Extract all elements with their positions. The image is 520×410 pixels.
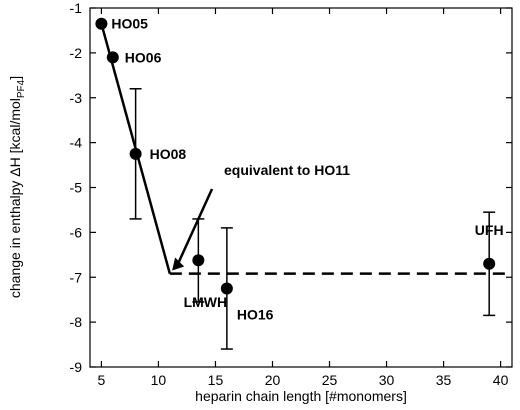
data-labels: HO05 HO06 HO08 LMWH HO16 UFH equivalent to HO1…: [111, 16, 503, 323]
point-label: UFH: [475, 222, 504, 238]
y-axis-title-subscript: PF4: [16, 79, 27, 98]
y-tick-label: -7: [70, 269, 83, 285]
annotation-text: equivalent to HO11: [224, 162, 350, 178]
x-tick-label: 20: [265, 372, 281, 388]
point-label: HO06: [125, 49, 162, 65]
x-tick-label: 40: [493, 372, 509, 388]
y-axis-title: change in enthalpy ΔH [kcal/molPF4]: [7, 76, 27, 298]
y-axis-title-close: ]: [7, 76, 23, 80]
point-label: HO08: [150, 146, 187, 162]
point-label: LMWH: [184, 294, 228, 310]
x-tick-label: 25: [322, 372, 338, 388]
x-tick-label: 15: [208, 372, 224, 388]
data-point: [220, 282, 233, 295]
x-tick-label: 5: [98, 372, 106, 388]
y-tick-label: -5: [70, 180, 83, 196]
point-label: HO16: [237, 306, 274, 322]
y-tick-label: -4: [70, 135, 83, 151]
y-tick-label: -6: [70, 224, 83, 240]
y-tick-label: -1: [70, 0, 83, 16]
data-point: [483, 257, 496, 270]
x-tick-label: 30: [379, 372, 395, 388]
data-point: [192, 254, 205, 267]
y-tick-label: -3: [70, 90, 83, 106]
y-tick-label: -2: [70, 45, 83, 61]
data-point: [129, 147, 142, 160]
annotation-arrow-shaft: [176, 188, 214, 265]
y-tick-label: -9: [70, 359, 83, 375]
x-tick-label: 35: [436, 372, 452, 388]
point-label: HO05: [111, 16, 148, 32]
axis-ticks: 5 10 15 20 25 30 35 40 -1 -2 -3 -4 -5 -6 -7 -8 -9: [70, 0, 512, 388]
y-tick-label: -8: [70, 314, 83, 330]
x-axis-title: heparin chain length [#monomers]: [195, 388, 407, 404]
data-marks: [95, 17, 512, 350]
x-tick-label: 10: [151, 372, 167, 388]
data-point: [106, 51, 119, 64]
annotation-arrow-head: [172, 257, 185, 271]
data-point: [95, 17, 108, 30]
y-axis-title-main: change in enthalpy ΔH [kcal/mol: [7, 98, 23, 298]
